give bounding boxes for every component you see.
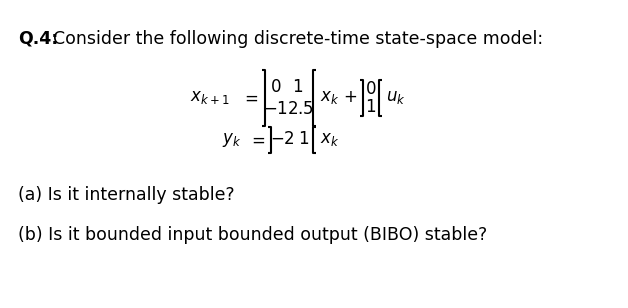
Text: $1$: $1$ — [365, 99, 377, 116]
Text: $=$: $=$ — [248, 132, 266, 148]
Text: $x_k$: $x_k$ — [320, 132, 339, 148]
Text: $0$: $0$ — [365, 80, 377, 98]
Text: Q.4:: Q.4: — [18, 30, 58, 48]
Text: Consider the following discrete-time state-space model:: Consider the following discrete-time sta… — [53, 30, 543, 48]
Text: $2.5$: $2.5$ — [286, 100, 313, 117]
Text: $-1$: $-1$ — [264, 100, 288, 117]
Text: $-2$: $-2$ — [269, 132, 295, 148]
Text: $+$: $+$ — [343, 90, 357, 107]
Text: $0$: $0$ — [270, 79, 282, 95]
Text: $1$: $1$ — [293, 79, 303, 95]
Text: (a) Is it internally stable?: (a) Is it internally stable? — [18, 186, 235, 204]
Text: $y_k$: $y_k$ — [222, 131, 241, 149]
Text: $x_k$: $x_k$ — [320, 90, 339, 107]
Text: $u_k$: $u_k$ — [386, 90, 406, 107]
Text: (b) Is it bounded input bounded output (BIBO) stable?: (b) Is it bounded input bounded output (… — [18, 226, 487, 244]
Text: $1$: $1$ — [298, 132, 310, 148]
Text: $=$: $=$ — [241, 90, 258, 107]
Text: $x_{k+1}$: $x_{k+1}$ — [190, 90, 230, 107]
